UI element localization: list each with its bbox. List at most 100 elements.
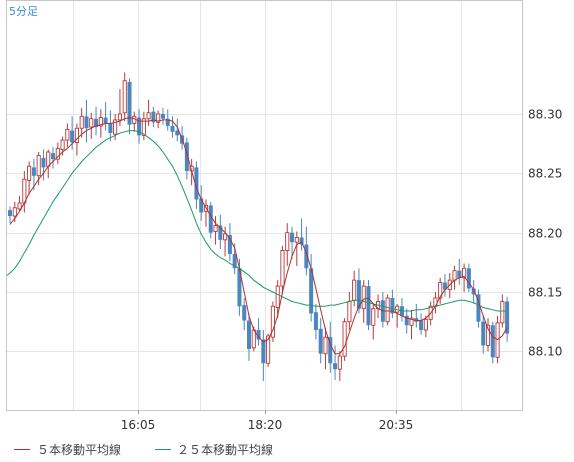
legend-ma5-label: ５本移動平均線 bbox=[37, 443, 122, 457]
candle-body-up bbox=[132, 115, 137, 124]
candle-body-up bbox=[275, 285, 280, 308]
candle-body-down bbox=[404, 315, 409, 326]
candle-body-down bbox=[70, 130, 75, 143]
candle-body-up bbox=[98, 117, 103, 127]
x-tick-label: 20:35 bbox=[379, 418, 414, 432]
candle-body-up bbox=[89, 118, 94, 128]
timeframe-label: 5分足 bbox=[9, 5, 38, 18]
candle-body-down bbox=[419, 320, 424, 331]
ma25-line bbox=[6, 130, 508, 312]
candle-body-down bbox=[457, 270, 462, 278]
legend-ma25-swatch bbox=[155, 449, 171, 450]
candle-body-up bbox=[113, 119, 118, 135]
y-tick-label: 88.15 bbox=[528, 286, 562, 300]
candle-body-up bbox=[342, 321, 347, 357]
candle-body-down bbox=[247, 320, 251, 349]
candle-body-up bbox=[423, 318, 428, 331]
candle-body-up bbox=[146, 112, 151, 120]
candle-body-up bbox=[361, 285, 366, 310]
candle-body-up bbox=[266, 335, 271, 364]
candle-body-up bbox=[485, 324, 491, 346]
candle-body-up bbox=[36, 155, 41, 177]
candle-body-down bbox=[41, 157, 46, 168]
candle-body-up bbox=[122, 80, 127, 114]
candle-body-up bbox=[74, 127, 79, 143]
candle-body-down bbox=[137, 117, 142, 136]
candle-body-down bbox=[476, 294, 481, 322]
candle-body-down bbox=[256, 330, 261, 340]
y-tick-label: 88.20 bbox=[528, 227, 562, 241]
candle-body-up bbox=[337, 355, 342, 370]
candle-body-down bbox=[237, 268, 242, 307]
candle-body-down bbox=[84, 116, 89, 129]
legend-ma5-swatch bbox=[14, 449, 30, 450]
candle-body-up bbox=[55, 147, 60, 160]
candle-body-down bbox=[175, 130, 180, 136]
y-tick-label: 88.25 bbox=[528, 167, 562, 181]
candle-body-up bbox=[452, 270, 457, 281]
candle-body-down bbox=[328, 337, 333, 364]
candle-body-up bbox=[270, 305, 275, 338]
candle-body-down bbox=[232, 254, 237, 269]
candle-body-down bbox=[333, 363, 338, 370]
candle-body-up bbox=[46, 151, 51, 167]
candle-body-up bbox=[60, 139, 65, 151]
candle-body-up bbox=[223, 233, 228, 241]
candle-body-down bbox=[199, 198, 204, 213]
candle-body-up bbox=[117, 113, 122, 121]
candle-body-up bbox=[251, 329, 256, 349]
candle-body-up bbox=[12, 207, 17, 217]
candle-body-down bbox=[151, 111, 156, 123]
candle-body-down bbox=[51, 153, 56, 160]
candle-body-down bbox=[165, 118, 170, 126]
candle-body-down bbox=[490, 325, 495, 358]
candle-body-up bbox=[347, 301, 352, 323]
candle-body-down bbox=[466, 268, 471, 289]
candle-body-down bbox=[208, 205, 213, 233]
candle-body-down bbox=[8, 210, 12, 217]
candle-body-down bbox=[170, 125, 175, 132]
candle-body-up bbox=[371, 308, 376, 326]
grid-lines bbox=[7, 1, 522, 410]
moving-average-lines bbox=[6, 117, 508, 355]
candle-body-up bbox=[385, 297, 390, 323]
candle-body-up bbox=[280, 250, 285, 287]
candle-body-up bbox=[17, 202, 22, 210]
candle-body-down bbox=[194, 167, 199, 200]
candle-body-up bbox=[141, 118, 146, 136]
candle-body-down bbox=[390, 297, 395, 314]
candle-body-up bbox=[27, 165, 32, 181]
candle-body-down bbox=[242, 305, 247, 321]
candle-body-down bbox=[127, 81, 132, 125]
x-axis-labels: 16:05 18:20 20:35 bbox=[121, 410, 414, 432]
legend-ma25-label: ２５本移動平均線 bbox=[177, 443, 274, 457]
candle-body-down bbox=[318, 328, 323, 354]
y-tick-label: 88.30 bbox=[528, 108, 562, 122]
x-tick-label: 16:05 bbox=[121, 418, 156, 432]
candle-body-down bbox=[218, 225, 223, 240]
candle-body-up bbox=[409, 317, 414, 326]
candle-body-down bbox=[442, 282, 447, 290]
candle-body-down bbox=[505, 301, 510, 334]
candle-body-down bbox=[108, 123, 113, 133]
y-axis-labels: 88.30 88.25 88.20 88.15 88.10 bbox=[528, 108, 562, 359]
candle-body-down bbox=[414, 318, 419, 322]
candle-body-down bbox=[261, 339, 266, 364]
candle-body-down bbox=[184, 142, 189, 171]
candle-body-down bbox=[309, 268, 314, 314]
ma5-line bbox=[9, 117, 508, 355]
candle-body-down bbox=[227, 235, 232, 255]
y-tick-label: 88.10 bbox=[528, 345, 562, 359]
candle-body-up bbox=[352, 279, 357, 301]
candle-body-up bbox=[22, 178, 27, 204]
candle-body-down bbox=[313, 312, 318, 331]
candle-body-down bbox=[160, 113, 165, 119]
candle-body-up bbox=[65, 128, 70, 141]
candle-body-up bbox=[495, 322, 500, 358]
candle-body-down bbox=[103, 117, 108, 124]
candle-body-down bbox=[471, 288, 476, 295]
candle-body-down bbox=[31, 167, 36, 176]
candle-body-up bbox=[294, 236, 299, 243]
candle-body-down bbox=[290, 232, 295, 243]
